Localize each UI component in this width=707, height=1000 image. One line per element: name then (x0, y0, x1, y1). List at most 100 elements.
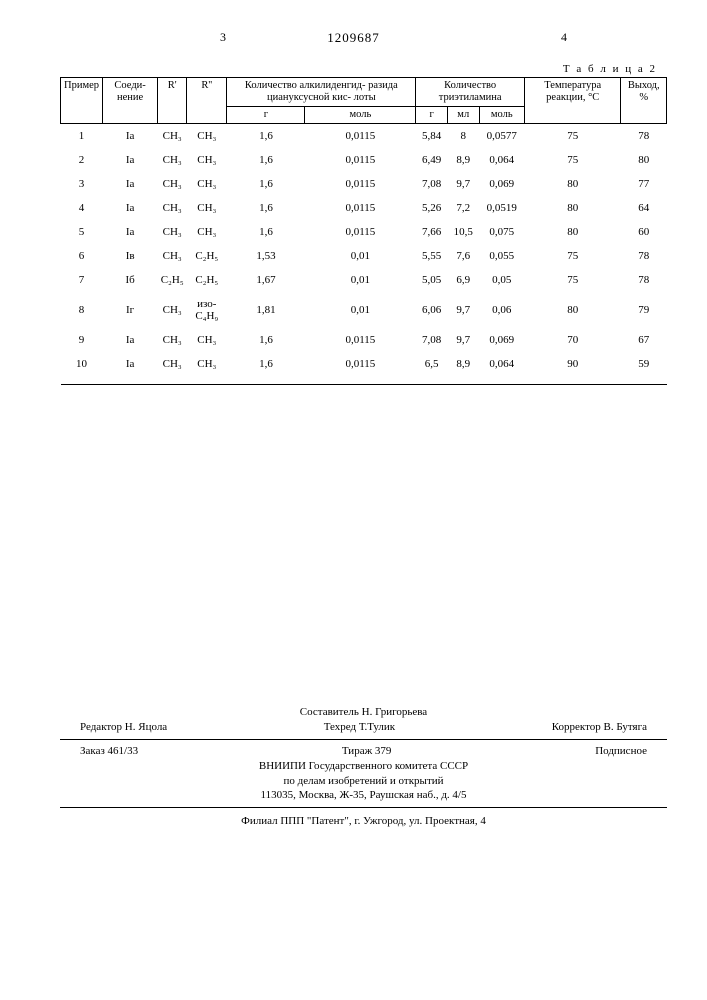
col-triethylamine: Количество триэтиламина (416, 78, 525, 107)
cell-n: 8 (61, 292, 103, 328)
cell-temp: 75 (525, 148, 621, 172)
cell-y: 77 (621, 172, 667, 196)
data-table: Пример Соеди- нение R' R'' Количество ал… (60, 77, 667, 385)
col-primer: Пример (61, 78, 103, 124)
cell-r2: CH₃ (187, 328, 227, 352)
cell-r2: CH₃ (187, 196, 227, 220)
cell-tg: 6,5 (416, 352, 448, 385)
cell-tg: 5,05 (416, 268, 448, 292)
cell-y: 78 (621, 124, 667, 149)
cell-n: 3 (61, 172, 103, 196)
cell-r2: CH₃ (187, 172, 227, 196)
cell-mol: 0,0115 (305, 220, 416, 244)
cell-y: 79 (621, 292, 667, 328)
cell-mol: 0,01 (305, 268, 416, 292)
cell-n: 7 (61, 268, 103, 292)
cell-tml: 9,7 (447, 292, 479, 328)
cell-n: 5 (61, 220, 103, 244)
cell-tmol: 0,075 (479, 220, 524, 244)
cell-r1: CH₃ (158, 244, 187, 268)
cell-tmol: 0,069 (479, 328, 524, 352)
cell-y: 64 (621, 196, 667, 220)
cell-tml: 7,2 (447, 196, 479, 220)
cell-mol: 0,0115 (305, 196, 416, 220)
cell-temp: 70 (525, 328, 621, 352)
cell-n: 1 (61, 124, 103, 149)
compiler: Составитель Н. Григорьева (60, 705, 667, 720)
cell-r1: CH₃ (158, 292, 187, 328)
cell-tmol: 0,06 (479, 292, 524, 328)
col-temp: Температура реакции, °С (525, 78, 621, 124)
cell-mol: 0,0115 (305, 352, 416, 385)
cell-g: 1,53 (227, 244, 305, 268)
address: 113035, Москва, Ж-35, Раушская наб., д. … (60, 788, 667, 803)
cell-r2: C₂H₅ (187, 244, 227, 268)
editor: Редактор Н. Яцола (80, 720, 167, 735)
cell-g: 1,67 (227, 268, 305, 292)
cell-cmp: Iг (103, 292, 158, 328)
page-number-left: 3 (220, 30, 226, 45)
table-row: 7IбC₂H₅C₂H₅1,670,015,056,90,057578 (61, 268, 667, 292)
cell-n: 4 (61, 196, 103, 220)
cell-tg: 7,08 (416, 328, 448, 352)
cell-g: 1,6 (227, 172, 305, 196)
cell-r1: CH₃ (158, 196, 187, 220)
cell-y: 78 (621, 268, 667, 292)
cell-r2: CH₃ (187, 352, 227, 385)
cell-r2: C₂H₅ (187, 268, 227, 292)
cell-cmp: Iв (103, 244, 158, 268)
cell-n: 10 (61, 352, 103, 385)
cell-tmol: 0,064 (479, 148, 524, 172)
table-body: 1IаCH₃CH₃1,60,01155,8480,057775782IаCH₃C… (61, 124, 667, 385)
cell-g: 1,6 (227, 352, 305, 385)
cell-cmp: Iа (103, 124, 158, 149)
cell-tmol: 0,069 (479, 172, 524, 196)
cell-y: 78 (621, 244, 667, 268)
cell-temp: 75 (525, 124, 621, 149)
table-head: Пример Соеди- нение R' R'' Количество ал… (61, 78, 667, 124)
cell-temp: 80 (525, 292, 621, 328)
cell-tml: 9,7 (447, 328, 479, 352)
col-r2: R'' (187, 78, 227, 124)
cell-mol: 0,01 (305, 244, 416, 268)
cell-cmp: Iа (103, 220, 158, 244)
table-row: 5IаCH₃CH₃1,60,01157,6610,50,0758060 (61, 220, 667, 244)
cell-r1: CH₃ (158, 172, 187, 196)
cell-tmol: 0,0519 (479, 196, 524, 220)
page-number-right: 4 (561, 30, 567, 45)
cell-cmp: Iб (103, 268, 158, 292)
col-ml: мл (447, 107, 479, 124)
org-line2: по делам изобретений и открытий (60, 774, 667, 789)
cell-tg: 6,49 (416, 148, 448, 172)
cell-y: 60 (621, 220, 667, 244)
cell-tml: 9,7 (447, 172, 479, 196)
cell-n: 9 (61, 328, 103, 352)
table-row: 1IаCH₃CH₃1,60,01155,8480,05777578 (61, 124, 667, 149)
cell-mol: 0,0115 (305, 328, 416, 352)
cell-tmol: 0,0577 (479, 124, 524, 149)
cell-r1: CH₃ (158, 352, 187, 385)
cell-r2: CH₃ (187, 124, 227, 149)
cell-r1: CH₃ (158, 124, 187, 149)
col-alkylidene: Количество алкилиденгид- разида циануксу… (227, 78, 416, 107)
tech-editor: Техред Т.Тулик (324, 720, 395, 735)
cell-temp: 80 (525, 196, 621, 220)
cell-tmol: 0,05 (479, 268, 524, 292)
cell-tg: 5,26 (416, 196, 448, 220)
cell-r2: CH₃ (187, 220, 227, 244)
cell-n: 2 (61, 148, 103, 172)
cell-mol: 0,01 (305, 292, 416, 328)
col-g1: г (227, 107, 305, 124)
col-g2: г (416, 107, 448, 124)
cell-r1: CH₃ (158, 220, 187, 244)
table-row: 4IаCH₃CH₃1,60,01155,267,20,05198064 (61, 196, 667, 220)
subscription: Подписное (595, 744, 647, 759)
cell-temp: 90 (525, 352, 621, 385)
branch-address: Филиал ППП "Патент", г. Ужгород, ул. Про… (60, 814, 667, 829)
col-compound: Соеди- нение (103, 78, 158, 124)
cell-tg: 5,55 (416, 244, 448, 268)
cell-y: 67 (621, 328, 667, 352)
cell-temp: 75 (525, 268, 621, 292)
cell-g: 1,81 (227, 292, 305, 328)
corrector: Корректор В. Бутяга (552, 720, 647, 735)
